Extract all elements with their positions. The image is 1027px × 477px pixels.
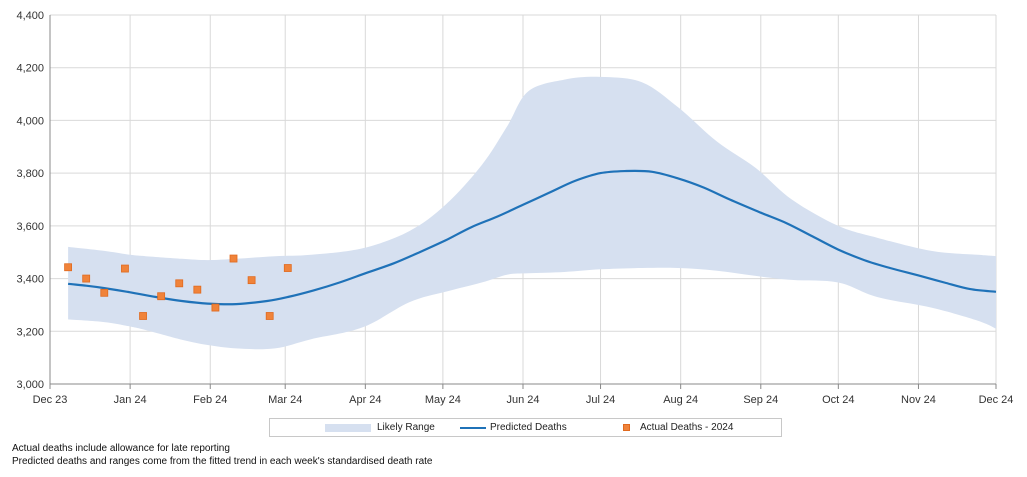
x-tick-label: Sep 24 <box>743 394 778 406</box>
actual-deaths-point <box>211 303 220 312</box>
x-tick-label: Mar 24 <box>268 394 302 406</box>
actual-deaths-point <box>64 263 72 272</box>
y-tick-label: 3,800 <box>16 168 44 180</box>
actual-deaths-point <box>283 264 292 272</box>
legend-item-likely-range: Likely Range <box>325 422 435 433</box>
y-tick-label: 4,200 <box>16 63 44 75</box>
actual-deaths-point <box>100 288 109 297</box>
actual-deaths-point <box>265 312 274 320</box>
legend-swatch-predicted-deaths <box>460 426 486 429</box>
actual-deaths-point <box>193 285 202 294</box>
y-tick-label: 3,400 <box>16 274 44 286</box>
x-tick-label: Aug 24 <box>663 394 698 406</box>
y-tick-label: 3,600 <box>16 221 44 233</box>
y-tick-label: 4,000 <box>16 115 44 127</box>
x-tick-label: Feb 24 <box>193 394 227 406</box>
x-tick-label: Dec 23 <box>33 394 68 406</box>
actual-deaths-point <box>82 274 91 283</box>
legend-label-actual-deaths: Actual Deaths - 2024 <box>640 422 734 433</box>
x-tick-label: Oct 24 <box>822 394 854 406</box>
x-tick-label: Dec 24 <box>979 394 1014 406</box>
x-tick-label: Jan 24 <box>114 394 147 406</box>
actual-deaths-point <box>157 292 166 301</box>
chart-axes: 3,000 3,200 3,400 3,600 3,800 4,000 4,200 4,400… <box>16 10 1013 406</box>
note-fitted-trend: Predicted deaths and ranges come from th… <box>12 456 433 467</box>
predicted-deaths-line-group <box>67 169 997 306</box>
x-tick-label: Jul 24 <box>586 394 615 406</box>
x-tick-label: Apr 24 <box>349 394 381 406</box>
legend-item-actual-deaths: Actual Deaths - 2024 <box>623 422 733 433</box>
x-tick-label: Jun 24 <box>506 394 539 406</box>
y-tick-label: 3,200 <box>16 326 44 338</box>
actual-deaths-point <box>121 264 129 273</box>
actual-deaths-point <box>247 276 256 285</box>
x-tick-label: Nov 24 <box>901 394 936 406</box>
note-late-reporting: Actual deaths include allowance for late… <box>12 443 230 454</box>
legend-item-predicted-deaths: Predicted Deaths <box>460 422 567 433</box>
y-tick-label: 4,400 <box>16 10 44 22</box>
likely-range-band <box>68 76 997 350</box>
actual-deaths-point <box>175 279 184 288</box>
chart-notes: Actual deaths include allowance for late… <box>12 442 433 468</box>
legend-label-predicted-deaths: Predicted Deaths <box>490 422 567 433</box>
actual-deaths-points-group <box>64 254 292 320</box>
legend-swatch-actual-deaths <box>623 424 630 431</box>
legend-swatch-likely-range <box>325 423 371 432</box>
likely-range-band-group <box>68 76 997 350</box>
predicted-deaths-line <box>67 169 997 306</box>
legend-label-likely-range: Likely Range <box>377 422 435 433</box>
actual-deaths-point <box>229 254 238 263</box>
chart-legend: Likely Range Predicted Deaths Actual Dea… <box>269 418 782 437</box>
y-tick-label: 3,000 <box>16 379 44 391</box>
actual-deaths-point <box>139 312 147 320</box>
chart-canvas: 3,000 3,200 3,400 3,600 3,800 4,000 4,200 4,400… <box>16 10 1013 406</box>
x-tick-label: May 24 <box>425 394 461 406</box>
